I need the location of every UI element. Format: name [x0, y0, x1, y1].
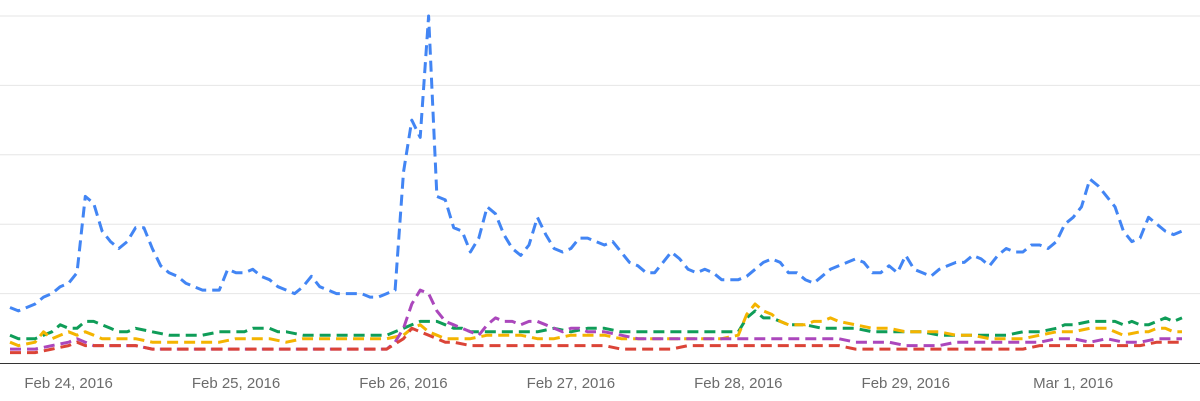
x-tick-label: Feb 28, 2016 — [694, 375, 782, 392]
series-line-1 — [9, 14, 1183, 313]
series-lines — [9, 14, 1183, 355]
x-axis-tick-labels: Feb 24, 2016 Feb 25, 2016 Feb 26, 2016 Feb … — [24, 375, 1113, 392]
x-tick-label: Feb 24, 2016 — [24, 375, 112, 392]
gridlines — [0, 15, 1200, 295]
x-tick-label: Feb 25, 2016 — [192, 375, 280, 392]
series-line-4 — [10, 288, 1182, 351]
x-tick-label: Feb 26, 2016 — [359, 375, 447, 392]
series-line-3 — [9, 302, 1182, 348]
x-tick-label: Feb 29, 2016 — [862, 375, 950, 392]
series-line-2 — [9, 309, 1183, 341]
x-tick-label: Mar 1, 2016 — [1033, 375, 1113, 392]
x-tick-label: Feb 27, 2016 — [527, 375, 615, 392]
series-line-5 — [10, 326, 1182, 355]
